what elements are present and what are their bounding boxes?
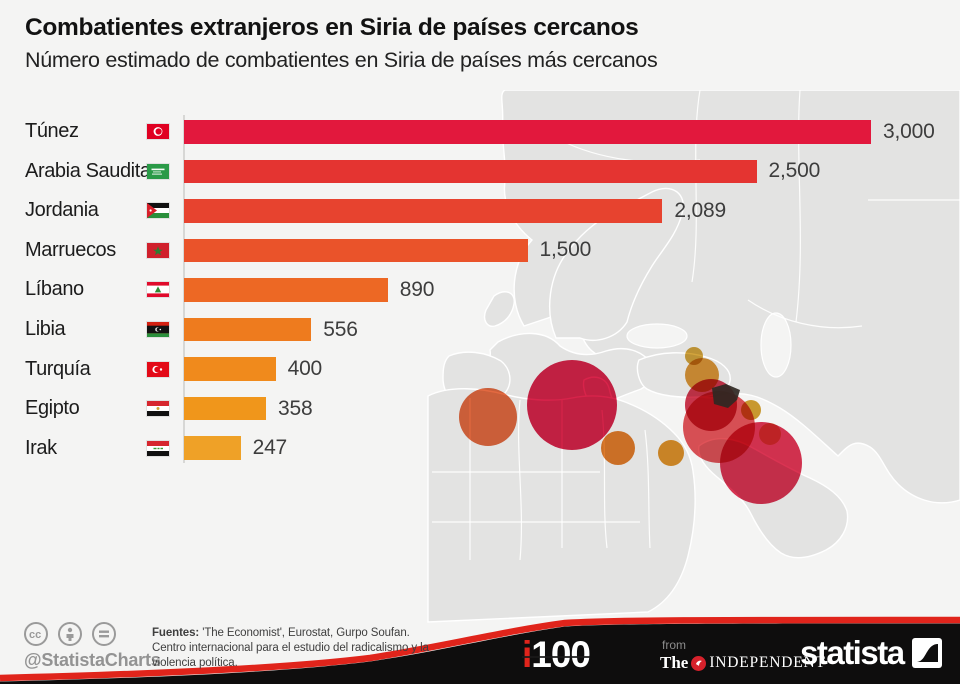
i100-100: 100 [531,634,591,675]
chart-row: Líbano 890 [0,270,960,310]
footer-band [0,616,960,684]
map-bubble [741,400,761,420]
i100-logo[interactable]: i100 [522,634,591,675]
statista-square-icon [911,638,942,668]
chart-row: Marruecos 1,500 [0,231,960,271]
bar-value-label: 3,000 [883,119,935,143]
cc-license-icon: cc [24,622,48,646]
footer-black-shape [0,623,960,684]
chart-row: Libia 556 [0,310,960,350]
statista-wordmark: statista [800,634,905,671]
page-title: Combatientes extranjeros en Siria de paí… [25,14,639,41]
country-flag-icon [147,401,169,417]
country-flag-icon [147,242,169,258]
i100-strike-line [522,656,591,658]
bar-chart: Túnez 3,000 Arabia Saudita 2,500 Jordani… [0,112,960,468]
bar-value-label: 556 [323,317,358,341]
value-bar [184,199,663,223]
chart-row: Irak 247 [0,428,960,468]
country-flag-icon [147,124,169,140]
country-flag-icon [147,440,169,456]
from-label: from [662,638,686,652]
statista-logo[interactable]: statista [800,634,942,672]
chart-row: Arabia Saudita 2,500 [0,152,960,192]
bar-value-label: 2,500 [768,159,821,183]
map-bubble [658,440,684,466]
country-label: Egipto [25,397,80,420]
bar-value-label: 358 [278,396,313,420]
country-flag-icon [147,163,169,179]
value-bar [184,278,388,302]
cc-noderivs-icon [92,622,116,646]
map-bubble [685,347,703,365]
statista-handle[interactable]: @StatistaCharts [24,650,161,670]
i100-i: i [522,634,532,675]
country-label: Líbano [25,278,84,301]
country-label: Turquía [25,357,91,380]
map-bubble [527,360,617,450]
value-bar [184,120,871,144]
country-label: Marruecos [25,238,116,261]
chart-row: Túnez 3,000 [0,112,960,152]
independent-logo[interactable]: from The INDEPENDENT [660,638,826,673]
bar-value-label: 2,089 [674,198,726,222]
country-label: Libia [25,318,66,340]
seas [626,312,792,378]
caspian-sea [760,312,792,378]
value-bar [184,159,757,184]
country-label: Irak [25,436,57,459]
map-bubble [601,431,635,465]
value-bar [184,436,241,460]
bar-value-label: 400 [287,357,323,381]
creative-commons-block: cc @StatistaCharts [24,622,161,671]
country-label: Túnez [25,120,79,143]
chart-row: Turquía 400 [0,349,960,389]
value-bar [184,396,266,421]
sources-label: Fuentes: [152,627,200,639]
map-bubble [685,358,719,392]
value-bar [184,238,528,263]
country-label: Jordania [25,199,99,222]
independent-eagle-icon [691,655,707,671]
map-bubble [459,388,517,446]
chart-row: Egipto 358 [0,389,960,429]
bar-value-label: 247 [252,436,288,460]
page-subtitle: Número estimado de combatientes en Siria… [25,48,658,72]
syria-silhouette [712,384,740,408]
map-bubble [759,423,781,445]
chart-row: Jordania 2,089 [0,191,960,231]
cc-attribution-icon [58,622,82,646]
value-bar [184,317,312,342]
sources-note: Fuentes: 'The Economist', Eurostat, Gurp… [152,626,440,671]
country-label: Arabia Saudita [25,159,151,182]
bar-value-label: 1,500 [539,238,592,262]
sources-text: 'The Economist', Eurostat, Gurpo Soufan.… [152,627,429,669]
independent-name: INDEPENDENT [709,654,826,671]
svg-text:cc: cc [29,629,41,640]
header: Combatientes extranjeros en Siria de paí… [25,14,925,73]
country-flag-icon [147,322,169,337]
footer-red-swoosh [0,616,960,682]
country-flag-icon [147,282,169,298]
country-flag-icon [147,203,169,219]
world-map [427,90,960,623]
black-sea [626,323,688,349]
bar-value-label: 890 [399,277,435,301]
country-flag-icon [147,361,169,377]
independent-the: The [660,653,689,672]
value-bar [184,357,276,381]
